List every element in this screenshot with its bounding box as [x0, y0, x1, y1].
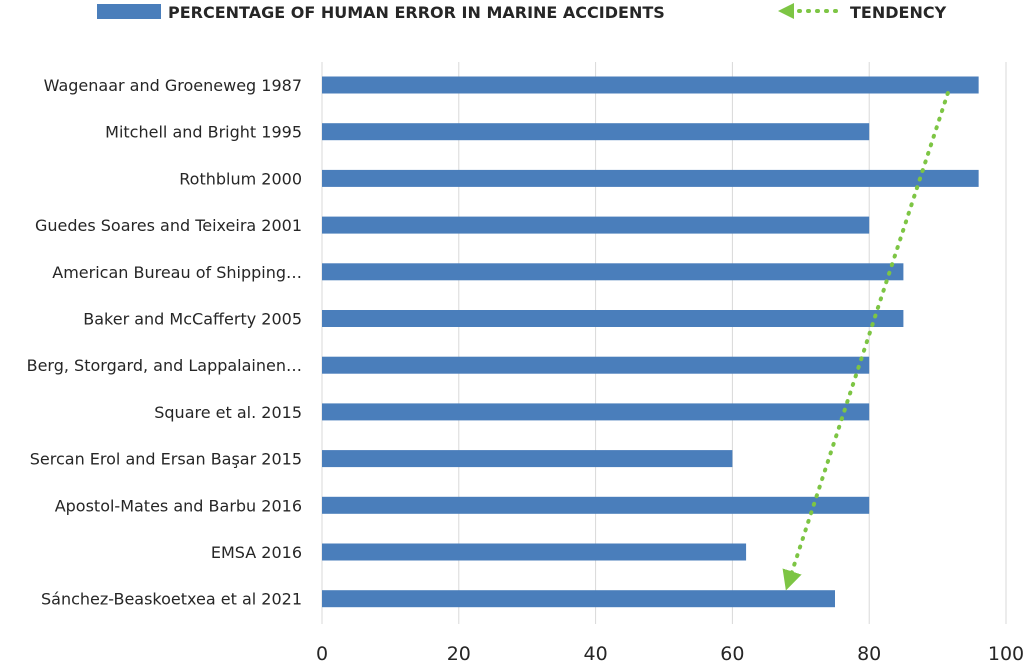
tendency-line — [782, 91, 950, 591]
bar — [322, 76, 979, 94]
bar — [322, 356, 870, 374]
category-label: Sánchez-Beaskoetxea et al 2021 — [41, 590, 302, 609]
bar — [322, 590, 835, 608]
category-labels: Wagenaar and Groeneweg 1987 Mitchell and … — [27, 76, 302, 609]
x-tick-label: 100 — [988, 643, 1024, 663]
category-label: Wagenaar and Groeneweg 1987 — [44, 76, 302, 95]
bar — [322, 216, 870, 234]
x-tick-label: 60 — [720, 643, 744, 663]
category-label: Square et al. 2015 — [154, 403, 302, 422]
gridlines — [321, 62, 1007, 624]
trendline — [782, 91, 950, 591]
category-label: Apostol-Mates and Barbu 2016 — [55, 496, 302, 515]
x-axis-ticks: 0 20 40 60 80 100 — [316, 643, 1024, 663]
bar — [322, 169, 979, 187]
bar — [322, 496, 870, 514]
bar — [322, 310, 904, 327]
x-tick-label: 20 — [447, 643, 471, 663]
bar — [322, 403, 870, 421]
category-label: EMSA 2016 — [211, 543, 302, 562]
category-label: Sercan Erol and Ersan Başar 2015 — [30, 450, 302, 469]
legend-label-bar: PERCENTAGE OF HUMAN ERROR IN MARINE ACCI… — [168, 3, 665, 22]
x-tick-label: 0 — [316, 643, 328, 663]
legend-label-tendency: TENDENCY — [850, 3, 947, 22]
category-label: Rothblum 2000 — [179, 169, 302, 188]
bar — [322, 123, 870, 141]
category-label: Mitchell and Bright 1995 — [105, 123, 302, 142]
bars — [322, 76, 979, 608]
legend-swatch-bar — [97, 4, 161, 19]
legend: PERCENTAGE OF HUMAN ERROR IN MARINE ACCI… — [97, 3, 947, 22]
bar — [322, 450, 733, 468]
x-tick-label: 80 — [857, 643, 881, 663]
category-label: Berg, Storgard, and Lappalainen… — [27, 356, 302, 375]
legend-arrow-icon — [778, 3, 794, 19]
bar — [322, 543, 747, 561]
category-label: Baker and McCafferty 2005 — [83, 310, 302, 329]
x-tick-label: 40 — [584, 643, 608, 663]
category-label: American Bureau of Shipping… — [52, 263, 302, 282]
bar — [322, 263, 904, 281]
category-label: Guedes Soares and Teixeira 2001 — [35, 216, 302, 235]
